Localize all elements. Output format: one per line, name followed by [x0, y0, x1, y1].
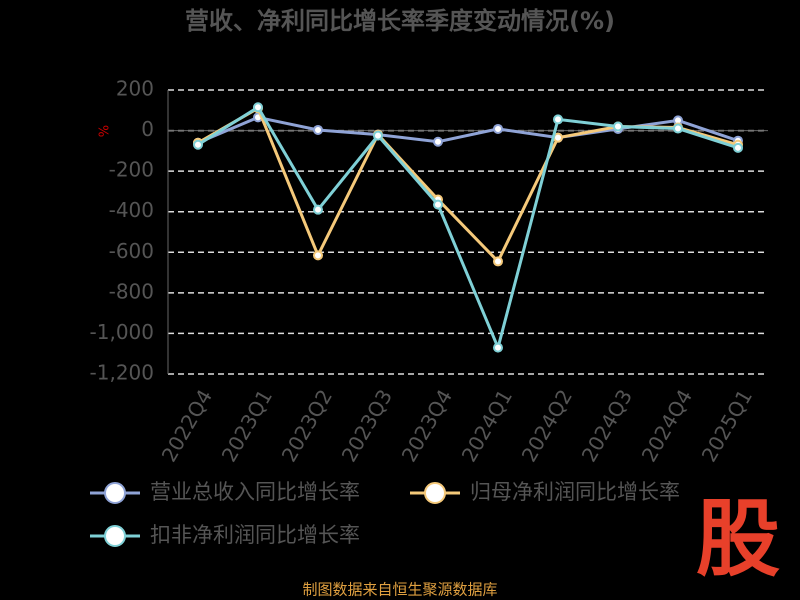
data-point: [193, 139, 203, 150]
data-point: [553, 114, 563, 125]
source: 制图数据来自恒生聚源数据库: [302, 581, 497, 599]
y-tick-label: -800: [109, 279, 154, 303]
data-point: [253, 102, 263, 113]
data-point: [313, 124, 323, 135]
legend-marker: [424, 482, 446, 504]
logo: 股: [696, 490, 780, 588]
legend-label: 归母净利润同比增长率: [470, 480, 680, 504]
y-tick-label: 200: [116, 77, 154, 101]
legend-marker: [104, 482, 126, 504]
series-line: [197, 105, 739, 353]
data-point: [493, 342, 503, 353]
series-line: [197, 115, 739, 145]
data-point: [613, 121, 623, 132]
y-tick-label: -600: [109, 239, 154, 263]
chart-title: 营收、净利同比增长率季度变动情况(%): [185, 7, 615, 35]
y-tick-label: -1,200: [90, 361, 154, 385]
data-point: [433, 199, 443, 210]
legend-label: 营业总收入同比增长率: [150, 480, 360, 504]
data-point: [313, 250, 323, 261]
y-tick-label: -200: [109, 158, 154, 182]
data-point: [313, 204, 323, 215]
data-point: [493, 123, 503, 134]
data-point: [433, 136, 443, 147]
legend-marker: [104, 525, 126, 547]
data-point: [673, 123, 683, 134]
y-unit: %: [98, 125, 113, 137]
data-point: [373, 130, 383, 141]
y-tick-label: -1,000: [90, 320, 154, 344]
data-point: [493, 256, 503, 267]
y-tick-label: -400: [109, 198, 154, 222]
legend-label: 扣非净利润同比增长率: [150, 523, 360, 547]
data-point: [733, 142, 743, 153]
y-tick-label: 0: [141, 117, 154, 141]
